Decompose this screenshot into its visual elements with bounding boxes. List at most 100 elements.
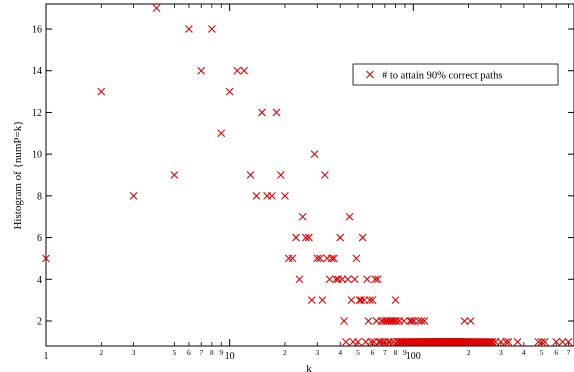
x-minor-tick-label: 3 bbox=[132, 348, 136, 357]
data-point bbox=[330, 254, 338, 263]
legend-label: # to attain 90% correct paths bbox=[382, 71, 502, 82]
data-point bbox=[552, 337, 561, 346]
y-axis-label: Histogram of {numP=k} bbox=[12, 120, 24, 229]
data-point bbox=[97, 87, 106, 96]
data-point bbox=[350, 275, 359, 284]
data-point bbox=[170, 171, 179, 179]
data-point bbox=[343, 275, 352, 284]
x-minor-tick-label: 7 bbox=[199, 348, 203, 357]
data-point bbox=[301, 233, 310, 242]
x-minor-tick-label: 6 bbox=[371, 348, 375, 357]
data-point bbox=[207, 25, 216, 33]
data-point bbox=[185, 25, 193, 33]
data-point bbox=[225, 87, 234, 96]
data-point bbox=[152, 4, 161, 13]
data-point bbox=[468, 337, 477, 346]
data-point bbox=[414, 317, 423, 325]
data-point bbox=[363, 275, 371, 284]
data-point bbox=[357, 296, 366, 305]
x-minor-tick-label: 4 bbox=[522, 348, 526, 357]
y-tick-label: 2 bbox=[37, 316, 42, 327]
x-minor-tick-label: 2 bbox=[283, 348, 287, 357]
data-point bbox=[281, 191, 289, 200]
data-point bbox=[197, 66, 206, 75]
data-point bbox=[340, 317, 348, 325]
x-minor-tick-label: 7 bbox=[567, 348, 571, 357]
data-point bbox=[320, 171, 329, 179]
data-point bbox=[504, 337, 513, 346]
data-point bbox=[318, 296, 327, 305]
legend: # to attain 90% correct paths bbox=[352, 63, 559, 86]
data-point bbox=[391, 296, 400, 305]
data-point bbox=[420, 317, 429, 325]
x-minor-tick-label: 2 bbox=[467, 348, 471, 357]
data-point bbox=[336, 233, 345, 242]
data-points bbox=[42, 4, 573, 346]
data-point bbox=[407, 317, 416, 325]
data-point bbox=[466, 317, 475, 325]
data-point bbox=[392, 317, 401, 325]
data-point bbox=[367, 337, 376, 346]
legend-marker-cross bbox=[366, 70, 374, 79]
data-point bbox=[386, 337, 395, 346]
data-point bbox=[352, 254, 361, 263]
data-point bbox=[347, 296, 356, 305]
data-point bbox=[313, 254, 322, 263]
x-minor-tick-label: 8 bbox=[394, 348, 398, 357]
y-tick-label: 10 bbox=[32, 150, 42, 161]
data-point bbox=[540, 337, 549, 346]
data-point bbox=[268, 191, 276, 200]
y-tick-label: 16 bbox=[32, 25, 42, 36]
data-point bbox=[325, 275, 334, 284]
y-tick-label: 14 bbox=[32, 66, 42, 77]
data-point bbox=[371, 275, 380, 284]
data-point bbox=[307, 296, 316, 305]
data-point bbox=[310, 150, 319, 159]
data-point bbox=[537, 337, 546, 346]
data-point bbox=[485, 337, 494, 346]
data-point bbox=[361, 337, 370, 346]
x-minor-tick-label: 5 bbox=[540, 348, 544, 357]
x-minor-tick-label: 7 bbox=[383, 348, 387, 357]
plot-frame bbox=[45, 3, 574, 347]
x-minor-tick-label: 5 bbox=[356, 348, 360, 357]
x-tick-label: 100 bbox=[406, 351, 421, 362]
x-minor-tick-label: 3 bbox=[499, 348, 503, 357]
data-point bbox=[365, 296, 374, 305]
data-point bbox=[379, 317, 388, 325]
x-minor-tick-label: 2 bbox=[99, 348, 103, 357]
data-point bbox=[406, 317, 414, 325]
data-point bbox=[272, 108, 281, 117]
data-point bbox=[304, 233, 313, 242]
data-point bbox=[233, 66, 242, 75]
data-point bbox=[534, 337, 543, 346]
data-point bbox=[400, 317, 408, 325]
data-point bbox=[417, 317, 426, 325]
data-point bbox=[488, 337, 497, 346]
data-point bbox=[342, 337, 350, 346]
data-point bbox=[315, 254, 324, 263]
data-point bbox=[513, 337, 522, 346]
data-point bbox=[284, 254, 293, 263]
data-point bbox=[332, 275, 341, 284]
data-point bbox=[558, 337, 567, 346]
data-point bbox=[327, 254, 336, 263]
data-point bbox=[288, 254, 297, 263]
data-point bbox=[240, 66, 249, 75]
y-axis: 2 4 6 8 10 12 14 16 bbox=[32, 25, 574, 327]
data-point bbox=[354, 337, 362, 346]
y-tick-label: 6 bbox=[37, 233, 42, 244]
data-point bbox=[345, 212, 354, 221]
data-point bbox=[373, 275, 382, 284]
y-tick-label: 8 bbox=[37, 191, 42, 202]
x-minor-tick-label: 5 bbox=[172, 348, 176, 357]
x-axis-label: k bbox=[306, 363, 312, 372]
legend-marker bbox=[366, 70, 374, 79]
data-point bbox=[217, 129, 226, 138]
data-point bbox=[378, 337, 387, 346]
data-point bbox=[360, 296, 369, 305]
x-minor-tick-label: 9 bbox=[403, 348, 407, 357]
data-point bbox=[276, 171, 285, 179]
